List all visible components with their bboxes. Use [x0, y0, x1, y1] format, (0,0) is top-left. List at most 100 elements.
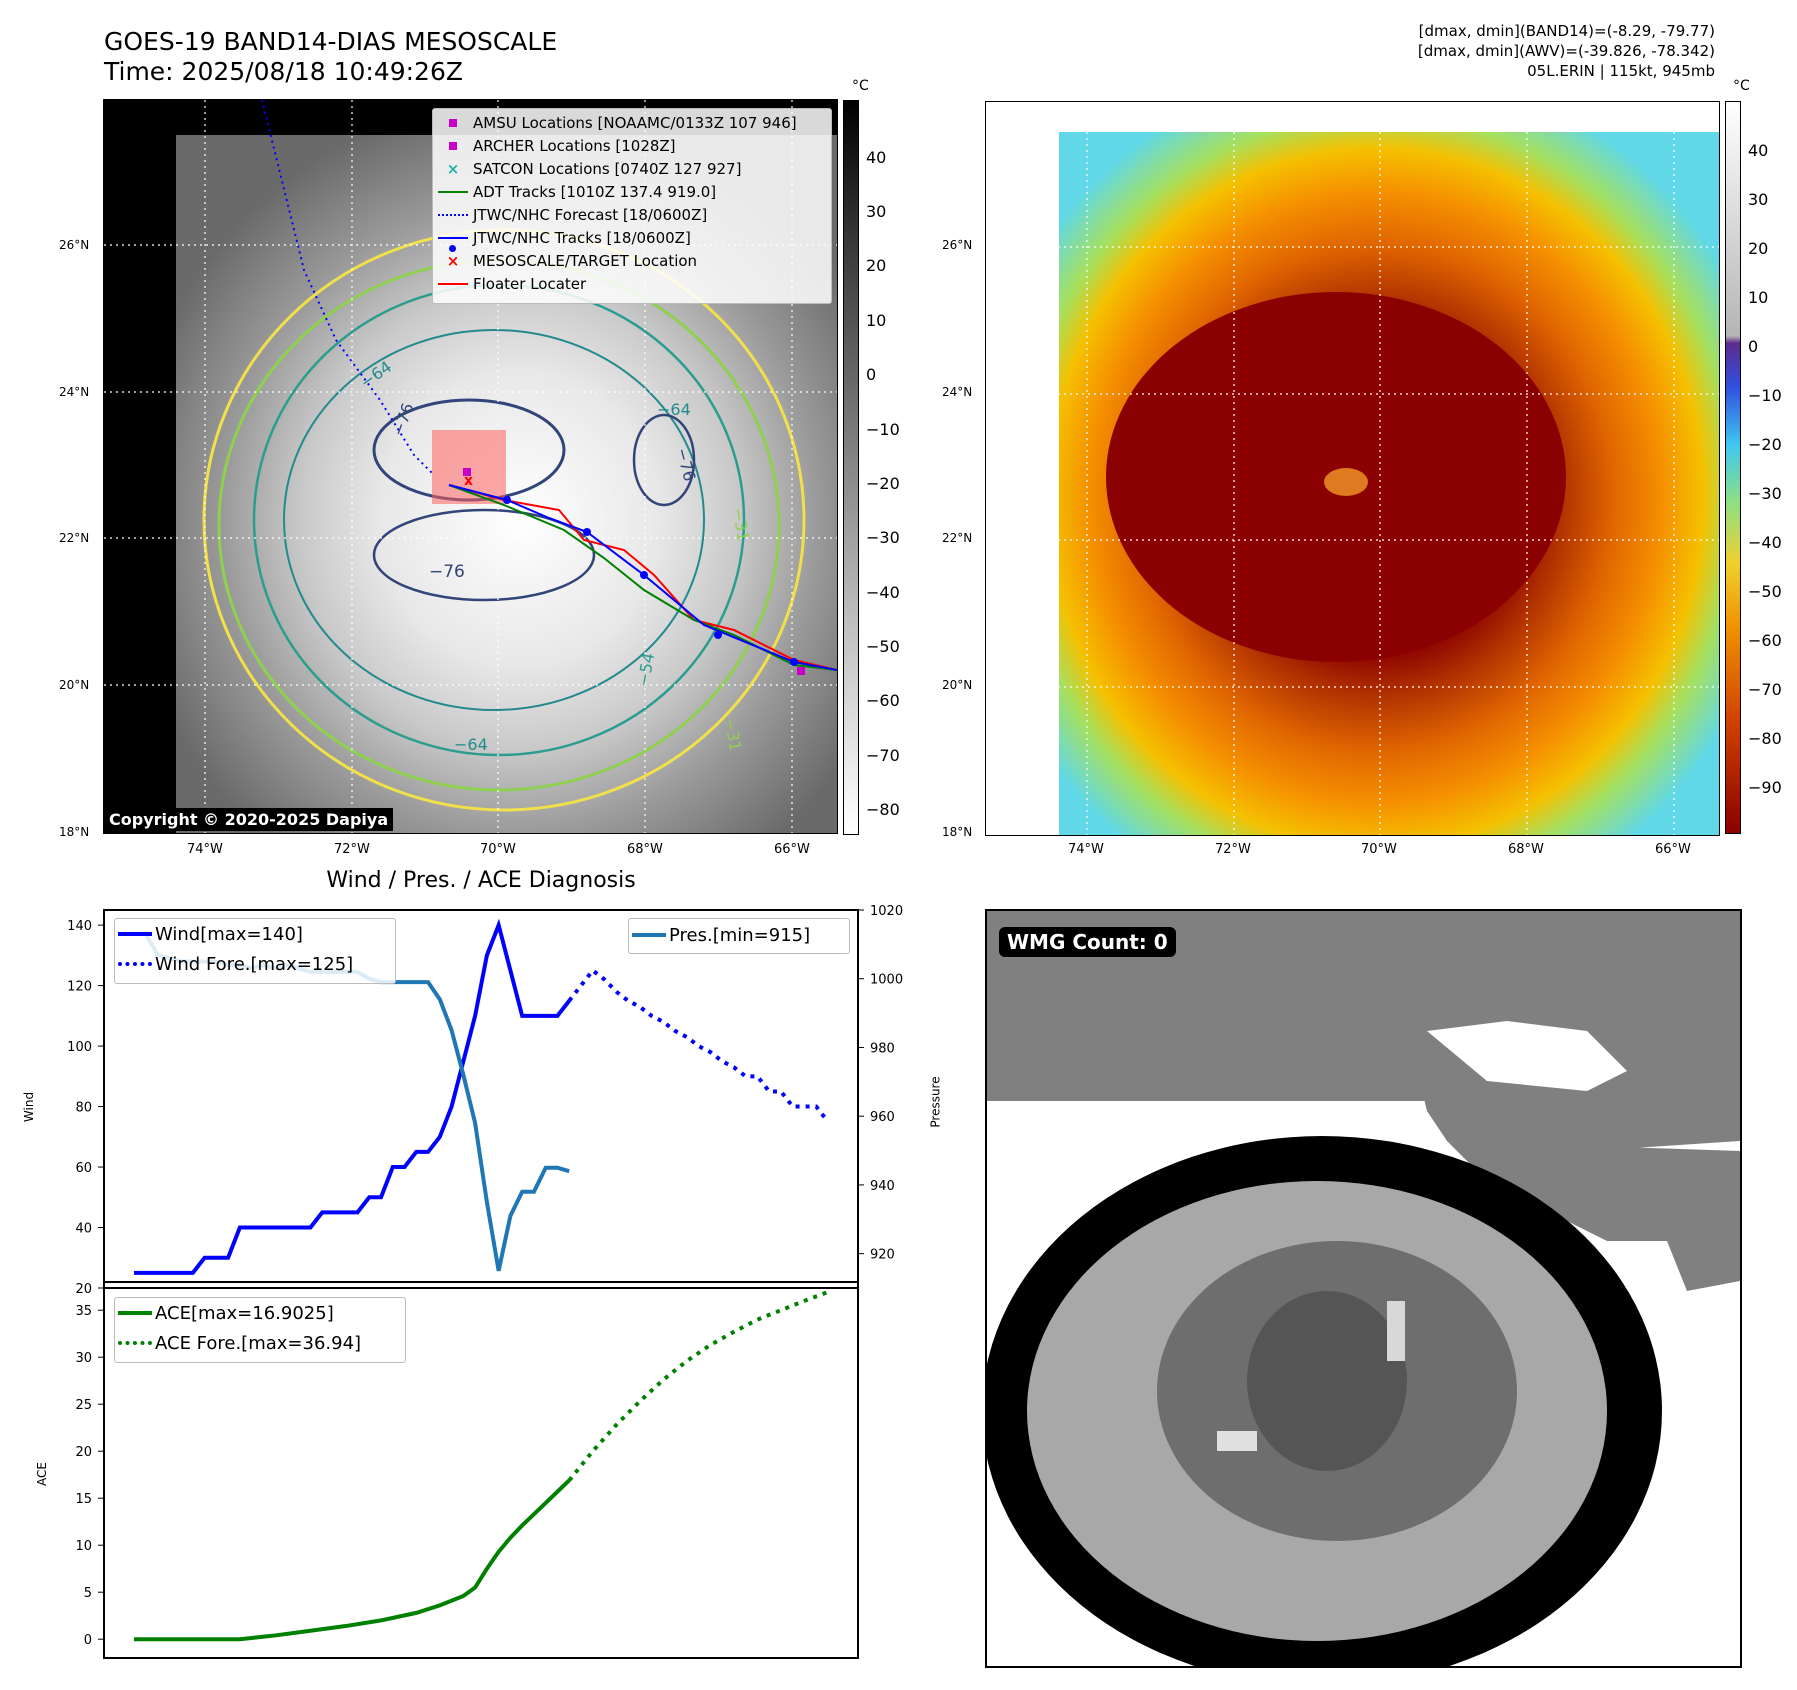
line-marker-icon — [438, 282, 468, 285]
legend-label: JTWC/NHC Forecast [18/0600Z] — [473, 205, 708, 224]
line-marker-icon — [438, 190, 468, 193]
y2-tick-label: 920 — [870, 1248, 895, 1263]
lon-tick-label: 68°W — [627, 842, 663, 857]
y-tick-label: 100 — [67, 1040, 92, 1055]
colorbar-tick: −40 — [866, 583, 900, 602]
colorbar-tick: −50 — [1748, 582, 1782, 601]
colorbar-tick: −20 — [1748, 435, 1782, 454]
legend-item: Floater Locater — [433, 272, 831, 295]
lon-tick-label: 68°W — [1508, 842, 1544, 857]
legend-label: AMSU Locations [NOAAMC/0133Z 107 946] — [473, 113, 797, 132]
legend-label: ACE Fore.[max=36.94] — [155, 1332, 362, 1354]
y2-tick-label: 960 — [870, 1110, 895, 1125]
y-tick-label: 35 — [75, 1304, 92, 1319]
y-tick-label: 25 — [75, 1398, 92, 1413]
y-tick-label: 15 — [75, 1492, 92, 1507]
y-tick-label: 5 — [84, 1586, 92, 1601]
color-ir-map-panel — [985, 101, 1720, 836]
legend-item: ARCHER Locations [1028Z] — [433, 134, 831, 157]
colorbar-right-unit: °C — [1733, 78, 1750, 94]
lon-tick-label: 70°W — [1361, 842, 1397, 857]
info-storm: 05L.ERIN | 115kt, 945mb — [1527, 62, 1715, 80]
x-marker-icon: × — [446, 251, 460, 270]
legend-label: ARCHER Locations [1028Z] — [473, 136, 676, 155]
colorbar-tick: 30 — [1748, 190, 1769, 209]
y2-tick-label: 1020 — [870, 904, 903, 919]
pressure-ylabel: Pressure — [928, 1076, 943, 1128]
legend-label: MESOSCALE/TARGET Location — [473, 251, 698, 270]
legend-label: SATCON Locations [0740Z 127 927] — [473, 159, 742, 178]
color-map-lon-axis: 74°W 72°W 70°W 68°W 66°W — [985, 842, 1718, 862]
y2-tick-label: 1000 — [870, 973, 903, 988]
legend-item: AMSU Locations [NOAAMC/0133Z 107 946] — [433, 111, 831, 134]
dotted-line-icon — [115, 962, 155, 966]
pressure-legend: Pres.[min=915] — [628, 918, 850, 954]
color-map-lat-axis: 26°N 24°N 22°N 20°N 18°N — [938, 100, 983, 840]
colorbar-tick: −20 — [866, 474, 900, 493]
lat-tick-label: 20°N — [942, 678, 973, 692]
colorbar-tick: −10 — [866, 420, 900, 439]
wmg-count-badge: WMG Count: 0 — [999, 927, 1176, 957]
colorbar-tick: 30 — [866, 202, 887, 221]
wind-legend: Wind[max=140] Wind Fore.[max=125] — [114, 918, 396, 984]
legend-item: JTWC/NHC Forecast [18/0600Z] — [433, 203, 831, 226]
ace-ylabel: ACE — [34, 1462, 49, 1486]
info-awv: [dmax, dmin](AWV)=(-39.826, -78.342) — [1417, 42, 1715, 60]
y-tick-label: 140 — [67, 919, 92, 934]
ir-map-panel: x −76 −64 −64 −76 −76 −54 −64 −31 −31 AM… — [104, 100, 837, 833]
legend-item: × SATCON Locations [0740Z 127 927] — [433, 157, 831, 180]
copyright-label: Copyright © 2020-2025 Dapiya — [104, 808, 394, 831]
colorbar-tick: −60 — [1748, 631, 1782, 650]
contour-label: −64 — [657, 400, 691, 419]
legend-label: JTWC/NHC Tracks [18/0600Z] — [473, 228, 691, 247]
lat-tick-label: 18°N — [942, 825, 973, 839]
square-marker-icon — [449, 118, 457, 127]
svg-text:x: x — [464, 473, 473, 489]
legend-label: Wind Fore.[max=125] — [155, 953, 354, 975]
y-tick-label: 30 — [75, 1351, 92, 1366]
line-marker-icon — [115, 932, 155, 936]
colorbar-left — [843, 100, 859, 835]
y-tick-label: 20 — [75, 1282, 92, 1297]
lat-tick-label: 24°N — [59, 385, 90, 399]
legend-label: ACE[max=16.9025] — [155, 1302, 334, 1324]
plot-frame — [103, 909, 859, 1289]
lon-tick-label: 74°W — [1068, 842, 1104, 857]
lat-tick-label: 18°N — [59, 825, 90, 839]
colorbar-tick: 0 — [1748, 337, 1759, 356]
lon-tick-label: 72°W — [1215, 842, 1251, 857]
lat-tick-label: 22°N — [942, 531, 973, 545]
ir-map-lon-axis: 74°W 72°W 70°W 68°W 66°W — [104, 842, 837, 862]
lon-tick-label: 66°W — [774, 842, 810, 857]
dotted-line-icon — [115, 1341, 155, 1345]
colorbar-left-ticks: 40 30 20 10 0 −10 −20 −30 −40 −50 −60 −7… — [866, 100, 906, 833]
y2-tick-label: 980 — [870, 1041, 895, 1056]
plot-frame — [103, 1281, 859, 1659]
colorbar-tick: 40 — [866, 148, 887, 167]
line-dot-marker-icon — [433, 236, 473, 252]
y-tick-label: 120 — [67, 980, 92, 995]
colorbar-tick: 0 — [866, 365, 877, 384]
y-tick-label: 80 — [75, 1101, 92, 1116]
series-line — [134, 918, 571, 1275]
series-line — [567, 967, 830, 1123]
colorbar-tick: 20 — [1748, 239, 1769, 258]
lat-tick-label: 24°N — [942, 385, 973, 399]
colorbar-left-unit: °C — [852, 78, 869, 94]
legend-item: × MESOSCALE/TARGET Location — [433, 249, 831, 272]
lon-tick-label: 70°W — [480, 842, 516, 857]
series-line — [134, 1478, 571, 1642]
info-band14: [dmax, dmin](BAND14)=(-8.29, -79.77) — [1418, 22, 1715, 40]
color-ir-map-image — [986, 102, 1719, 835]
legend-label: Pres.[min=915] — [669, 924, 811, 946]
legend-item: ACE[max=16.9025] — [115, 1298, 405, 1328]
legend-item: Wind[max=140] — [115, 919, 395, 949]
colorbar-tick: −90 — [1748, 778, 1782, 797]
lon-tick-label: 72°W — [334, 842, 370, 857]
x-marker-icon: × — [446, 159, 460, 178]
colorbar-tick: −60 — [866, 691, 900, 710]
colorbar-tick: −30 — [866, 528, 900, 547]
colorbar-tick: −70 — [866, 746, 900, 765]
legend-label: Wind[max=140] — [155, 923, 303, 945]
line-marker-icon — [629, 933, 669, 937]
